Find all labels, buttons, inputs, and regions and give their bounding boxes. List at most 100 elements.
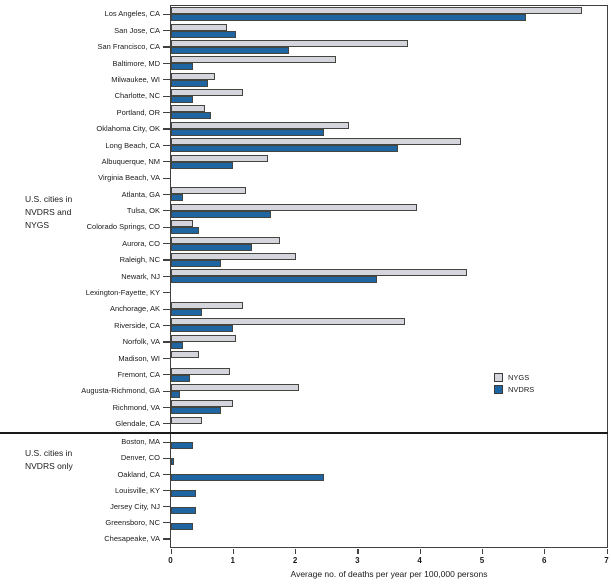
city-label: Oakland, CA	[117, 469, 160, 479]
city-label: Anchorage, AK	[109, 304, 160, 314]
group-label-line: NVDRS and	[25, 207, 72, 217]
x-axis-tick	[481, 549, 484, 554]
city-label: Portland, OR	[116, 107, 160, 117]
bar-row: Anchorage, AK	[0, 301, 608, 317]
x-axis-tick-label: 7	[604, 556, 609, 565]
bar-row: Portland, OR	[0, 104, 608, 120]
y-axis-tick	[163, 357, 170, 359]
legend-label-nygs: NYGS	[508, 372, 530, 382]
y-axis-tick	[163, 210, 170, 212]
nvdrs-bar	[171, 128, 324, 136]
nvdrs-bar	[171, 79, 209, 87]
y-axis-tick	[163, 473, 170, 476]
bar-row: Raleigh, NC	[0, 252, 608, 268]
x-axis-tick	[232, 549, 234, 554]
nvdrs-bar	[171, 442, 193, 450]
city-label: Aurora, CO	[122, 238, 160, 248]
bar-row: San Jose, CA	[0, 22, 608, 38]
city-label: San Francisco, CA	[97, 42, 160, 52]
nygs-bar	[171, 72, 215, 80]
bar-row: Newark, NJ	[0, 268, 608, 284]
bar-row: Jersey City, NJ	[0, 499, 608, 515]
city-label: Boston, MA	[121, 437, 160, 447]
nvdrs-bar	[171, 490, 196, 498]
nygs-bar	[171, 367, 231, 375]
y-axis-tick	[163, 506, 170, 508]
bar-row: Virginia Beach, VA	[0, 170, 608, 186]
y-axis-tick	[163, 226, 170, 228]
x-axis-title: Average no. of deaths per year per 100,0…	[290, 569, 488, 579]
x-axis-tick-label: 6	[541, 556, 547, 565]
city-label: Glendale, CA	[115, 419, 160, 429]
legend-item-nvdrs: NVDRS	[494, 383, 534, 395]
nygs-bar	[171, 220, 193, 228]
group-label-line: NYGS	[25, 220, 50, 230]
nvdrs-bar	[171, 96, 193, 104]
nygs-bar	[171, 154, 268, 162]
legend-item-nygs: NYGS	[494, 371, 534, 383]
nvdrs-bar	[171, 341, 184, 349]
y-axis-tick	[163, 374, 170, 376]
nvdrs-bar	[171, 194, 184, 202]
nvdrs-bar	[171, 259, 221, 267]
x-axis-tick-label: 5	[479, 556, 485, 565]
nvdrs-bar	[171, 112, 212, 120]
nygs-bar	[171, 400, 234, 408]
bar-row: Baltimore, MD	[0, 55, 608, 71]
city-label: Madison, WI	[118, 353, 160, 363]
y-axis-tick	[163, 13, 170, 15]
city-label: Tulsa, OK	[126, 206, 160, 216]
bar-row: Fremont, CA	[0, 366, 608, 382]
nvdrs-bar	[171, 325, 234, 333]
y-axis-tick	[163, 489, 170, 492]
y-axis-tick	[163, 275, 170, 278]
bar-row: Glendale, CA	[0, 416, 608, 432]
bar-row: Denver, CO	[0, 450, 608, 466]
x-axis-tick	[419, 549, 421, 554]
city-label: Richmond, VA	[112, 402, 160, 412]
bar-row: Riverside, CA	[0, 317, 608, 333]
city-label: Fremont, CA	[117, 369, 160, 379]
y-axis-tick	[163, 95, 170, 97]
nvdrs-bar	[171, 309, 203, 317]
y-axis-tick	[163, 161, 170, 163]
bar-row: Charlotte, NC	[0, 88, 608, 104]
y-axis-tick	[163, 62, 170, 65]
city-label: Louisville, KY	[114, 485, 160, 495]
x-axis-tick-label: 2	[292, 556, 298, 565]
y-axis-tick	[163, 341, 170, 343]
bar-row: Oklahoma City, OK	[0, 121, 608, 137]
nygs-bar	[171, 252, 296, 260]
nvdrs-bar	[171, 407, 221, 415]
nygs-bar	[171, 121, 349, 129]
nygs-bar	[171, 138, 461, 146]
nygs-bar	[171, 39, 408, 47]
nvdrs-bar	[171, 227, 200, 235]
bar-row: Tulsa, OK	[0, 203, 608, 219]
nygs-bar	[171, 89, 243, 97]
city-label: Milwaukee, WI	[111, 74, 160, 84]
x-axis-tick	[544, 549, 546, 554]
nygs-bar	[171, 416, 203, 424]
bar-row: Madison, WI	[0, 350, 608, 366]
city-label: Oklahoma City, OK	[96, 124, 160, 134]
city-label: Denver, CO	[120, 453, 160, 463]
nygs-bar	[171, 105, 206, 113]
city-label: Jersey City, NJ	[110, 501, 160, 511]
city-label: Raleigh, NC	[119, 255, 160, 265]
bar-row: Greensboro, NC	[0, 515, 608, 531]
x-axis-tick	[357, 549, 359, 554]
y-axis-tick	[163, 324, 170, 327]
nygs-bar	[171, 23, 228, 31]
legend-label-nvdrs: NVDRS	[508, 384, 535, 394]
bar-row: Atlanta, GA	[0, 186, 608, 202]
bar-row: Louisville, KY	[0, 482, 608, 498]
city-label: Los Angeles, CA	[104, 9, 160, 19]
city-label: Riverside, CA	[114, 320, 160, 330]
city-label: Long Beach, CA	[105, 140, 160, 150]
nygs-bar	[171, 318, 405, 326]
y-axis-tick	[163, 243, 170, 245]
bar-row: Aurora, CO	[0, 235, 608, 251]
nvdrs-bar	[171, 46, 290, 54]
group-label-line: U.S. cities in	[25, 448, 73, 458]
